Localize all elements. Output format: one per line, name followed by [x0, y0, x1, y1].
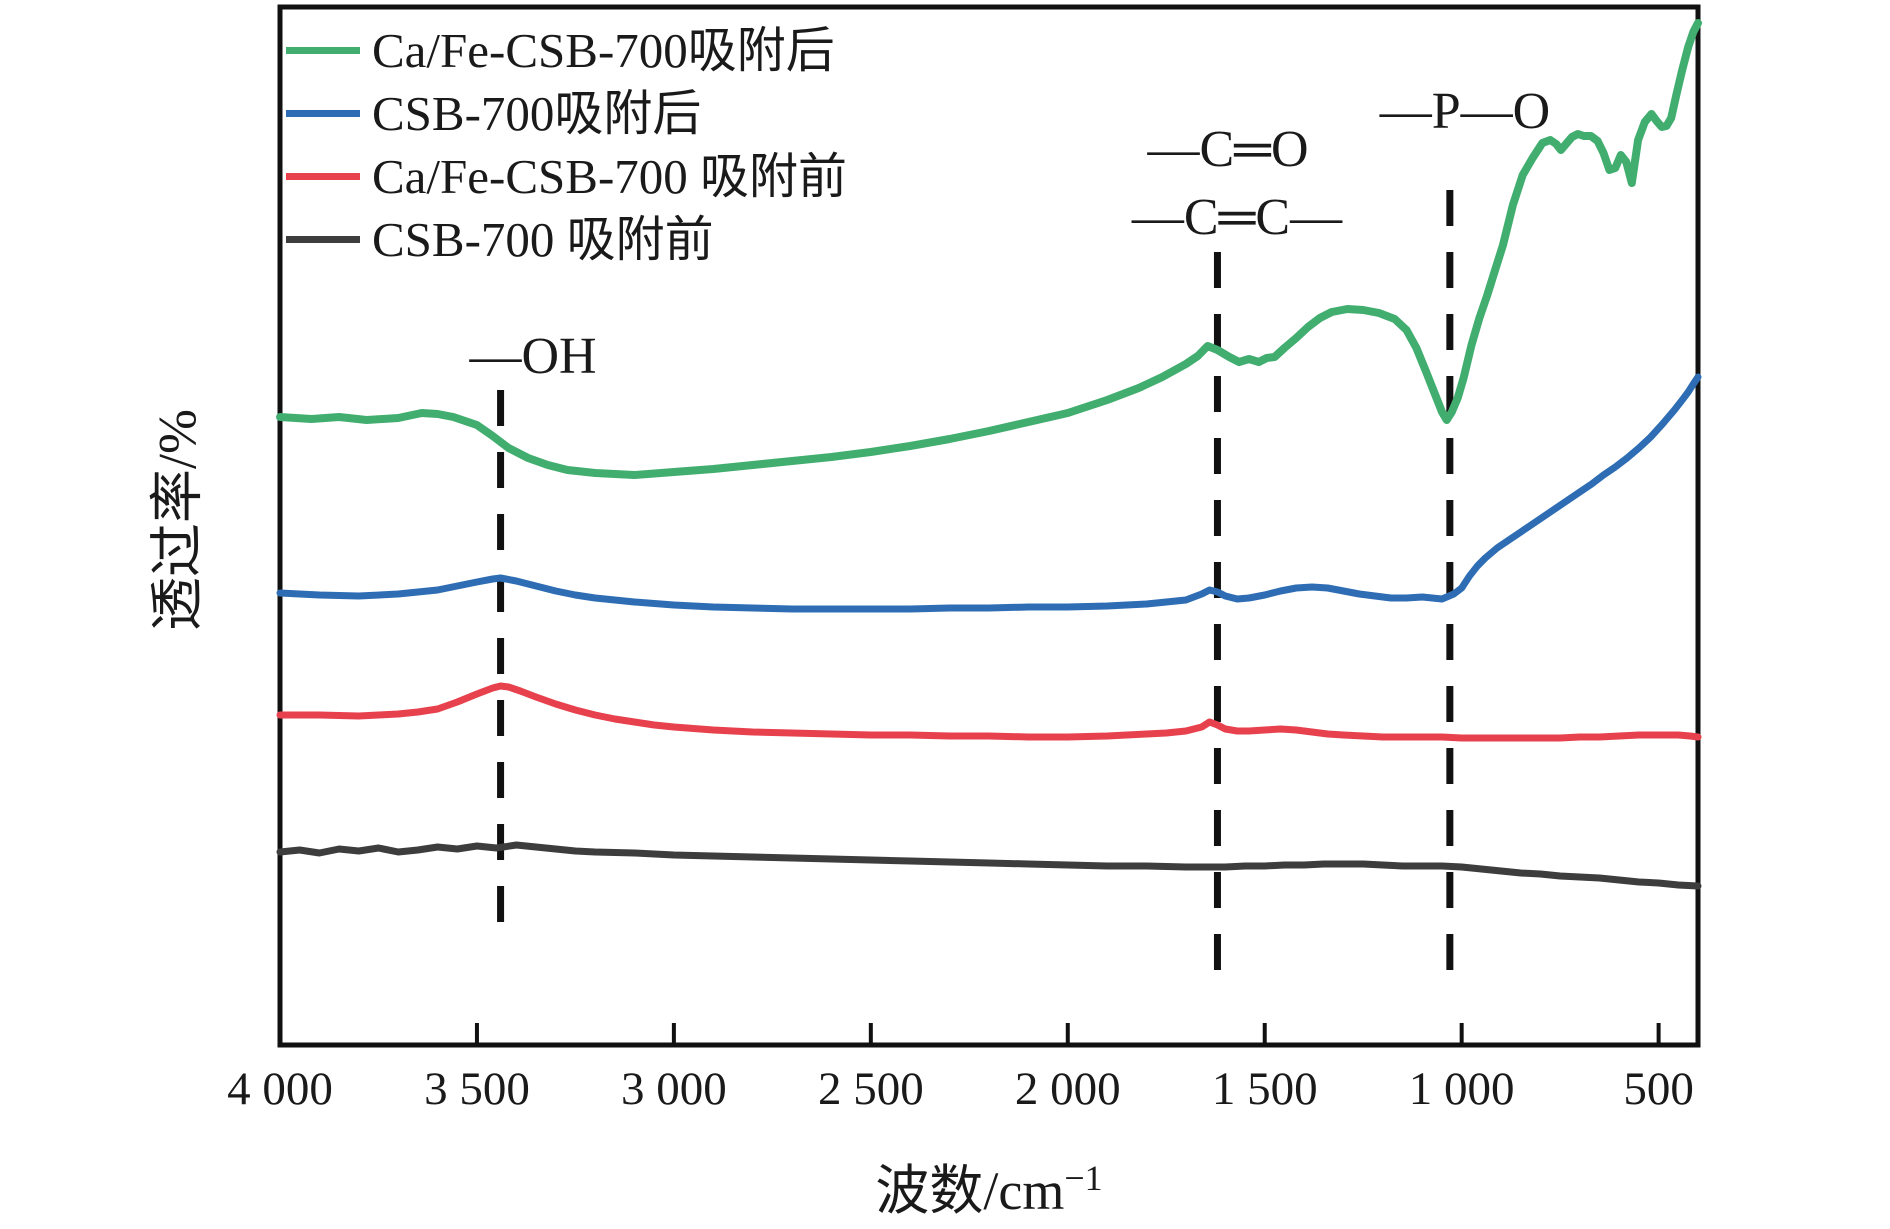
annotation-oh-band: —OH: [469, 328, 597, 385]
x-axis-title: 波数/cm−1: [875, 1146, 1102, 1225]
x-axis-title-exponent: −1: [1064, 1158, 1103, 1198]
x-tick-label: 1 500: [1211, 1063, 1318, 1115]
legend-line-swatch-blue: [286, 109, 360, 117]
legend-label: Ca/Fe-CSB-700吸附后: [372, 22, 835, 78]
x-tick-label: 3 000: [621, 1063, 727, 1115]
annotation-po-band: —P—O: [1379, 83, 1551, 140]
x-tick-label: 1 000: [1408, 1063, 1515, 1115]
spectrum-curve-2: [276, 682, 1702, 742]
spectrum-curve-1: [276, 373, 1702, 613]
x-tick-label: 4 000: [227, 1063, 333, 1115]
legend-item: CSB-700 吸附前: [286, 211, 714, 267]
legend-line-swatch-black: [286, 235, 360, 243]
x-tick-label: 2 000: [1014, 1063, 1121, 1115]
legend-label: CSB-700 吸附前: [372, 211, 714, 267]
spectrum-curve-3: [276, 841, 1702, 890]
x-tick-label: 3 500: [424, 1063, 530, 1115]
x-tick-label: 2 500: [817, 1063, 924, 1115]
legend-item: Ca/Fe-CSB-700 吸附前: [286, 148, 847, 204]
plot-frame: [277, 4, 1701, 1048]
annotation-co-band: —C═O: [1147, 121, 1309, 178]
legend-label: CSB-700吸附后: [372, 85, 702, 141]
legend-line-swatch-red: [286, 172, 360, 180]
legend-item: Ca/Fe-CSB-700吸附后: [286, 22, 835, 78]
legend-item: CSB-700吸附后: [286, 85, 701, 141]
spectrum-curve-0: [276, 19, 1702, 479]
x-tick-label: 500: [1623, 1063, 1694, 1115]
y-axis-title: 透过率/%: [147, 409, 208, 631]
legend-label: Ca/Fe-CSB-700 吸附前: [372, 148, 848, 204]
annotation-cc-band: —C═C—: [1131, 189, 1343, 246]
legend-line-swatch-green: [286, 46, 360, 54]
x-axis-title-base: 波数/cm: [875, 1161, 1065, 1221]
